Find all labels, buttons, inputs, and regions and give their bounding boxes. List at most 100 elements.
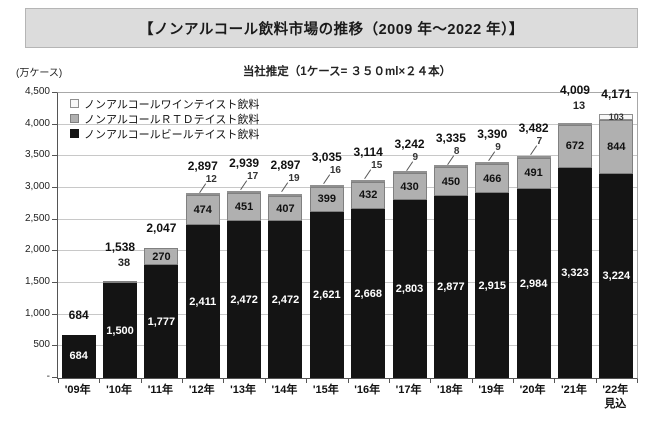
bar-segment [351, 179, 386, 182]
wine-callout-value: 9 [412, 151, 419, 163]
y-axis-label: 1,500 [24, 276, 50, 287]
bar-total-label: 2,897 [270, 158, 301, 173]
wine-callout-value: 9 [495, 142, 501, 154]
bar-segment [392, 200, 427, 378]
bar-total-label: 3,482 [518, 121, 549, 136]
y-axis-tick [52, 155, 57, 157]
x-axis-tick [182, 379, 184, 383]
x-axis-tick [512, 379, 514, 383]
bar-segment [309, 184, 344, 187]
x-axis-label: '10年 [106, 384, 132, 396]
bar-segment [144, 248, 179, 266]
x-axis-label: '21年 [561, 384, 587, 396]
x-axis-label: '22年 見込 [602, 384, 629, 410]
y-axis-label: 4,500 [24, 86, 50, 97]
wine-callout-value: 19 [288, 173, 300, 185]
bar-value-label: 1,777 [147, 315, 176, 328]
bar-value-label: 2,472 [230, 293, 258, 306]
x-axis-label: '18年 [436, 384, 463, 396]
legend-marker-rtd-icon [70, 114, 79, 123]
bar-segment [392, 173, 427, 201]
bar-value-label: 407 [276, 202, 295, 215]
bar-value-label: 432 [358, 189, 378, 202]
y-axis-label: 500 [33, 339, 50, 351]
legend-item: ノンアルコールＲＴＤテイスト飲料 [70, 111, 259, 126]
bar-value-label: 451 [234, 201, 254, 214]
bar-total-label: 684 [68, 307, 89, 322]
bar-segment [433, 165, 468, 168]
bar-value-label: 2,411 [189, 295, 217, 308]
chart-title: 【ノンアルコール飲料市場の推移（2009 年～2022 年）】 [139, 21, 524, 38]
bar-segment [309, 186, 344, 213]
y-axis-label: 3,000 [24, 181, 50, 192]
x-axis-tick [140, 379, 142, 383]
bar-segment [144, 265, 179, 378]
bar-segment [557, 125, 592, 168]
bar-segment [61, 334, 96, 378]
x-axis-label: '11年 [147, 384, 174, 396]
x-axis-tick [430, 379, 432, 383]
gridline [58, 250, 637, 252]
bar-segment [268, 221, 303, 378]
gridline [58, 282, 637, 283]
bar-segment [227, 190, 262, 193]
bar-value-label: 3,323 [561, 266, 589, 279]
x-axis-tick [58, 379, 59, 383]
x-axis-tick [223, 379, 225, 383]
y-axis-tick [52, 377, 57, 378]
bar-value-label: 103 [608, 112, 624, 123]
chart-title-box: 【ノンアルコール飲料市場の推移（2009 年～2022 年）】 [25, 8, 638, 48]
bar-segment [516, 155, 551, 158]
bar-segment [227, 221, 262, 378]
x-axis-tick [595, 379, 597, 383]
x-axis-tick [347, 379, 349, 383]
y-axis-tick [52, 92, 57, 93]
y-axis-tick [52, 123, 57, 125]
bar-segment [103, 280, 138, 283]
bar-total-label: 1,538 [105, 239, 136, 254]
wine-callout-value: 17 [247, 170, 259, 182]
bar-value-label: 672 [565, 140, 585, 153]
x-axis-tick [471, 379, 473, 383]
x-axis-label: '09年 [64, 384, 91, 396]
y-axis-label: 2,000 [24, 244, 50, 256]
x-axis-label: '14年 [271, 384, 298, 396]
bar-segment [599, 173, 634, 378]
bar-segment [516, 157, 551, 190]
bar-segment [475, 163, 510, 194]
legend-marker-beer-icon [70, 129, 79, 138]
bar-value-label: 3,224 [602, 269, 631, 282]
bar-value-label: 2,472 [271, 293, 300, 306]
bar-total-label: 3,390 [477, 127, 508, 142]
legend-label: ノンアルコールＲＴＤテイスト飲料 [84, 113, 260, 126]
x-axis-label: '15年 [312, 384, 339, 396]
gridline [58, 123, 637, 125]
bar-value-label: 2,668 [354, 287, 382, 300]
small-segment-above-label: 13 [572, 100, 586, 113]
gridline [58, 313, 637, 315]
bar-value-label: 2,803 [395, 283, 424, 296]
bar-segment [433, 195, 468, 378]
bar-value-label: 466 [483, 172, 502, 185]
bar-value-label: 2,621 [313, 289, 341, 302]
bar-segment [103, 283, 138, 378]
x-axis-tick [388, 379, 390, 383]
bar-value-label: 399 [317, 193, 336, 206]
x-axis-label: '20年 [519, 384, 546, 396]
x-axis-tick [637, 379, 638, 383]
bar-segment [557, 122, 592, 125]
bar-total-label: 2,047 [146, 221, 177, 236]
y-axis-tick [52, 313, 57, 315]
y-axis-tick [52, 218, 57, 220]
bar-value-label: 2,915 [478, 279, 507, 292]
x-axis-label: '19年 [478, 384, 505, 396]
bar-segment [475, 193, 510, 378]
bar-segment [268, 195, 303, 222]
bar-total-label: 3,035 [311, 149, 342, 164]
bar-segment [599, 120, 634, 174]
chart-subtitle: 当社推定（1ケース= ３５０ml×２４本） [242, 66, 452, 78]
bar-total-label: 3,242 [394, 136, 425, 151]
plot-area: 684 684 1,500 38 1,538 1,777 270 2,047 2,411 474 1… [52, 83, 638, 383]
legend-label: ノンアルコールビールテイスト飲料 [84, 128, 260, 141]
